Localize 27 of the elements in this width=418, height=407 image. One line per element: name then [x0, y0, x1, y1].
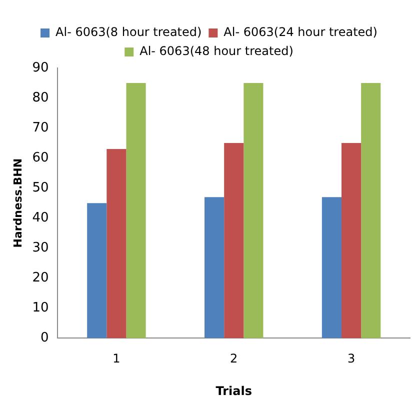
- bar: [342, 143, 362, 338]
- x-tick-label: 1: [112, 352, 120, 366]
- x-tick-label: 3: [347, 352, 356, 366]
- y-tick-label: 60: [32, 150, 49, 166]
- x-tick-label: 2: [230, 352, 238, 366]
- bar: [126, 83, 146, 338]
- y-tick-label: 0: [40, 330, 49, 346]
- bar: [361, 83, 381, 338]
- bar: [87, 203, 107, 338]
- bar: [106, 149, 126, 338]
- bar: [322, 197, 342, 338]
- y-axis-title: Hardness.BHN: [11, 158, 24, 248]
- legend-label: Al- 6063(48 hour treated): [140, 44, 294, 58]
- y-tick-label: 80: [32, 90, 49, 106]
- legend-label: Al- 6063(8 hour treated): [56, 25, 202, 40]
- y-tick-label: 30: [32, 240, 49, 256]
- y-tick-label: 40: [32, 210, 49, 226]
- y-tick-label: 90: [32, 60, 49, 76]
- bar: [224, 143, 244, 338]
- bar: [204, 197, 224, 338]
- y-tick-label: 70: [32, 120, 49, 136]
- legend-label: Al- 6063(24 hour treated): [224, 25, 378, 40]
- x-axis-title: Trials: [216, 384, 252, 398]
- bar: [244, 83, 264, 338]
- y-tick-label: 20: [32, 270, 49, 286]
- y-tick-label: 10: [32, 300, 49, 316]
- y-tick-label: 50: [32, 180, 49, 196]
